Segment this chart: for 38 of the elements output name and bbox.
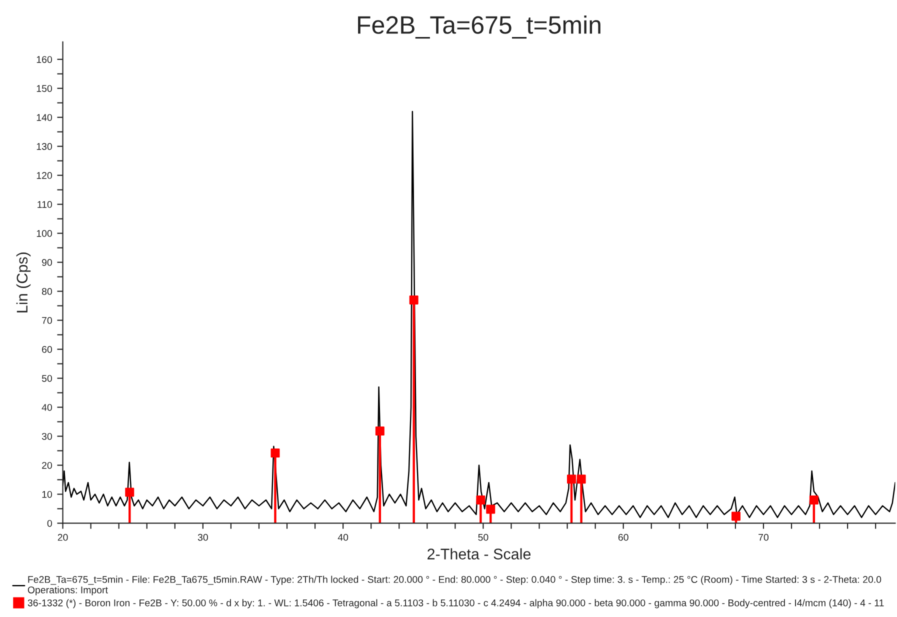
y-tick-label: 20 xyxy=(42,462,52,469)
point xyxy=(409,295,418,304)
x-tick-label: 60 xyxy=(618,534,628,541)
y-tick-label: 140 xyxy=(36,114,52,121)
x-tick-label: 20 xyxy=(58,534,68,541)
y-tick-label: 80 xyxy=(42,288,52,295)
y-tick-label: 130 xyxy=(36,143,52,150)
y-tick-label: 120 xyxy=(36,172,52,179)
y-tick-label: 100 xyxy=(36,230,52,237)
y-tick-label: 90 xyxy=(42,259,52,266)
y-tick-label: 10 xyxy=(42,490,52,498)
x-tick-label: 40 xyxy=(338,534,348,541)
chart-title: Fe2B_Ta=675_t=5min xyxy=(358,16,600,39)
y-tick-label: 160 xyxy=(36,56,52,63)
y-tick-label: 150 xyxy=(36,85,52,92)
y-tick-label: 50 xyxy=(42,374,52,382)
point xyxy=(270,448,280,458)
y-tick-label: 40 xyxy=(42,404,52,411)
y-tick-label: 0 xyxy=(47,520,52,527)
legend-label: 36-1332 (*) - Boron Iron - Fe2B - Y: 50.00 % - d x by: 1. - WL: 1.5406 - Tetragonal - a 5.1103 - b 5.11030 - c 4.2494 - alpha 90.000 - beta 90.000 - gamma 90.000 - Body-centred - I4/mcm (140) - 4 - 11 xyxy=(28,599,884,608)
x-tick-label: 30 xyxy=(198,534,208,541)
y-tick-label: 30 xyxy=(42,432,52,440)
x-tick-label: 70 xyxy=(758,534,769,541)
legend-label: Fe2B_Ta=675_t=5min - File: Fe2B_Ta675_t5min.RAW - Type: 2Th/Th locked - Start: 20.000 ° - End: 80.000 ° - Step: 0.040 ° - Step time: 3. s - Temp.: 25 °C (Room) - Time Started: 3 s - 2-Theta: 20.0 Operations: Import xyxy=(28,576,882,596)
point xyxy=(732,512,741,521)
y-tick-label: 110 xyxy=(38,201,52,208)
point xyxy=(809,496,818,505)
y-tick-label: 70 xyxy=(42,317,52,324)
y-tick-label: 60 xyxy=(42,346,52,353)
point xyxy=(375,426,384,436)
x-axis-title: 2-Theta - Scale xyxy=(428,548,531,560)
point xyxy=(576,474,586,484)
point xyxy=(476,496,486,505)
x-tick-label: 50 xyxy=(478,534,488,541)
point xyxy=(566,474,576,484)
point xyxy=(486,504,496,514)
y-axis-title: Lin (Cps) xyxy=(16,252,31,312)
point xyxy=(125,488,134,497)
